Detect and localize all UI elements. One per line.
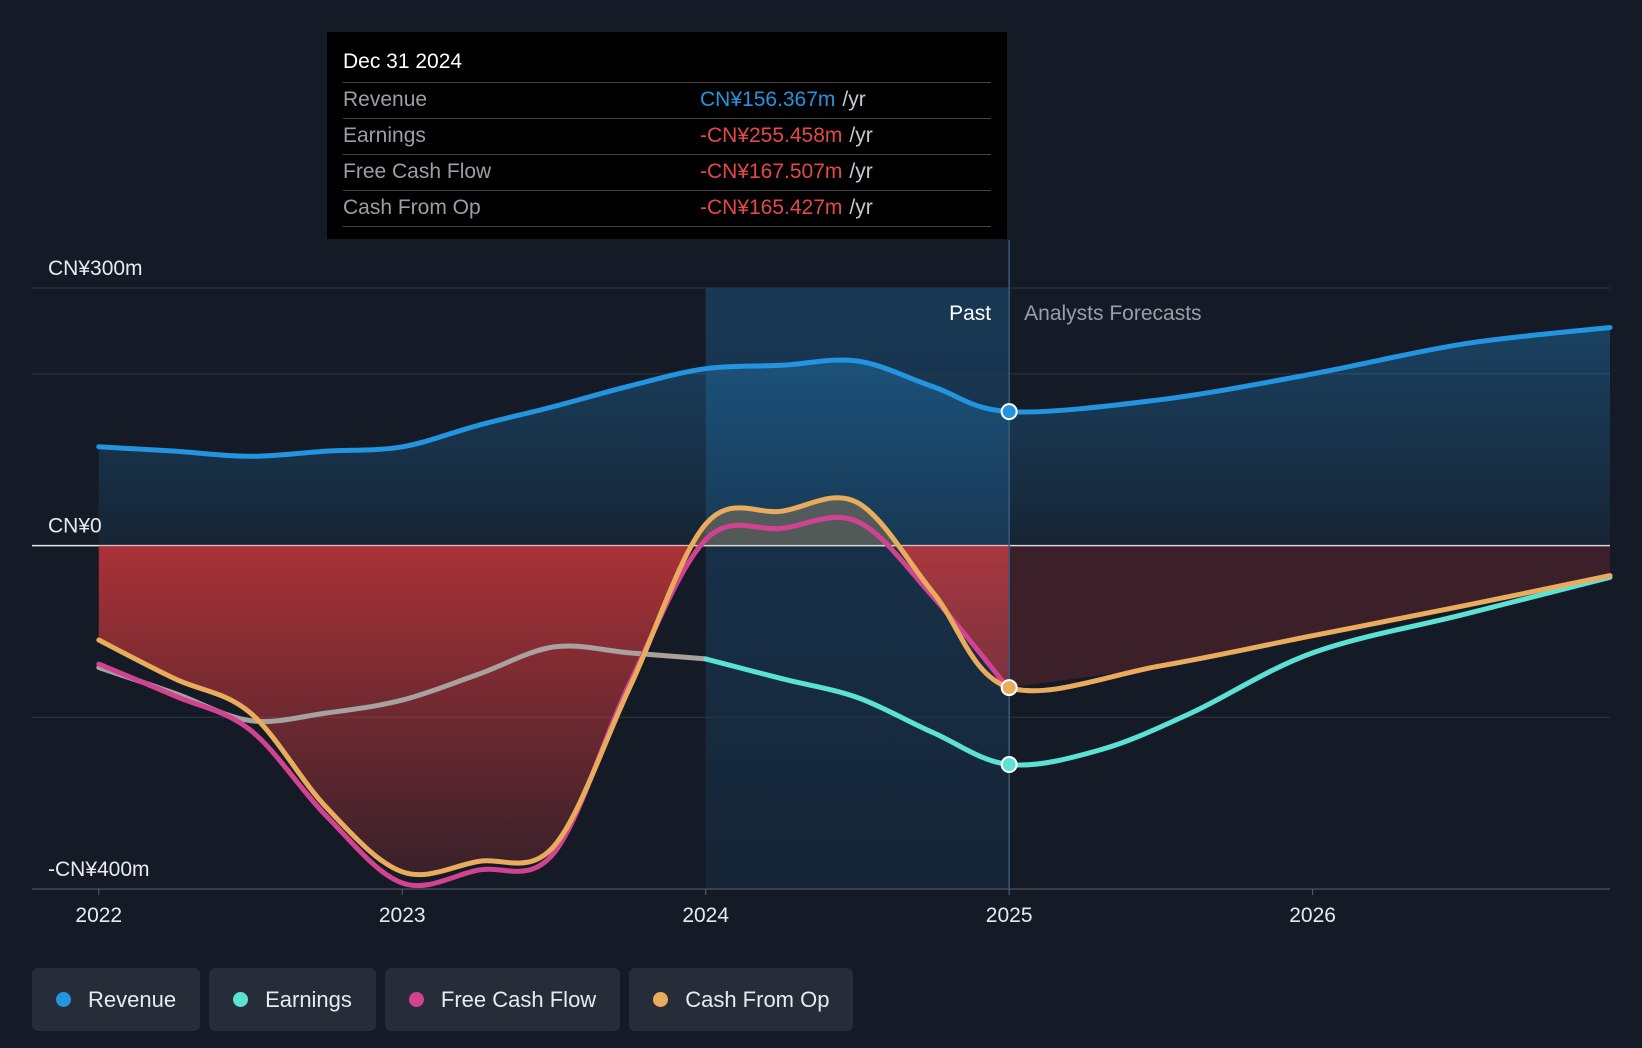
tooltip-label: Earnings xyxy=(343,124,426,147)
y-axis-label: -CN¥400m xyxy=(48,858,150,881)
tooltip-unit: /yr xyxy=(849,160,873,183)
legend-label: Earnings xyxy=(265,986,352,1012)
tooltip-value: -CN¥167.507m xyxy=(700,160,843,183)
legend-item-free-cash-flow[interactable]: Free Cash Flow xyxy=(384,968,621,1031)
tooltip-unit: /yr xyxy=(849,196,873,219)
data-tooltip: Dec 31 2024 Revenue CN¥156.367m /yr Earn… xyxy=(327,32,1007,239)
tooltip-date: Dec 31 2024 xyxy=(343,46,991,83)
x-axis-label: 2026 xyxy=(1289,904,1336,927)
legend-dot-icon xyxy=(56,992,71,1007)
legend-dot-icon xyxy=(653,992,669,1007)
tooltip-value: CN¥156.367m xyxy=(700,88,836,111)
tooltip-row-earnings: Earnings -CN¥255.458m /yr xyxy=(343,119,991,155)
tooltip-value: -CN¥255.458m xyxy=(700,124,843,147)
forecast-negative-area xyxy=(1009,545,1610,688)
legend-item-earnings[interactable]: Earnings xyxy=(209,968,376,1031)
past-label: Past xyxy=(949,302,991,325)
tooltip-value: -CN¥165.427m xyxy=(700,196,843,219)
revenue-line xyxy=(96,325,1613,459)
tooltip-unit: /yr xyxy=(842,88,866,111)
forecast-label: Analysts Forecasts xyxy=(1024,302,1201,325)
tooltip-row-revenue: Revenue CN¥156.367m /yr xyxy=(343,83,991,119)
cash-from-op-positive-area xyxy=(98,497,1010,546)
legend-dot-icon xyxy=(408,992,424,1007)
legend-label: Free Cash Flow xyxy=(440,986,597,1012)
tooltip-label: Free Cash Flow xyxy=(343,160,492,183)
cash-from-op-negative-area xyxy=(98,545,1010,875)
legend-item-cash-from-op[interactable]: Cash From Op xyxy=(629,968,854,1031)
revenue-marker xyxy=(1000,403,1018,421)
legend-label: Revenue xyxy=(88,986,177,1012)
y-axis-label: CN¥300m xyxy=(48,257,143,280)
x-axis-label: 2023 xyxy=(379,904,426,927)
tooltip-unit: /yr xyxy=(849,124,873,147)
x-axis-label: 2024 xyxy=(682,904,729,927)
legend-dot-icon xyxy=(233,992,249,1007)
cash-from-op-line xyxy=(96,495,1613,878)
tooltip-row-free-cash-flow: Free Cash Flow -CN¥167.507m /yr xyxy=(343,155,991,191)
x-axis-label: 2025 xyxy=(986,904,1033,927)
tooltip-label: Revenue xyxy=(343,88,428,111)
y-axis-label: CN¥0 xyxy=(48,515,102,538)
tooltip-label: Cash From Op xyxy=(343,196,481,219)
legend-item-revenue[interactable]: Revenue xyxy=(32,968,201,1031)
revenue-area xyxy=(98,327,1611,546)
earnings-line xyxy=(703,574,1613,768)
x-axis-label: 2022 xyxy=(75,904,122,927)
cash-from-op-marker xyxy=(1000,679,1018,697)
legend-label: Cash From Op xyxy=(685,986,830,1012)
tooltip-row-cash-from-op: Cash From Op -CN¥165.427m /yr xyxy=(343,191,991,227)
earnings-marker xyxy=(1000,756,1018,774)
chart-legend: Revenue Earnings Free Cash Flow Cash Fro… xyxy=(32,968,854,1031)
